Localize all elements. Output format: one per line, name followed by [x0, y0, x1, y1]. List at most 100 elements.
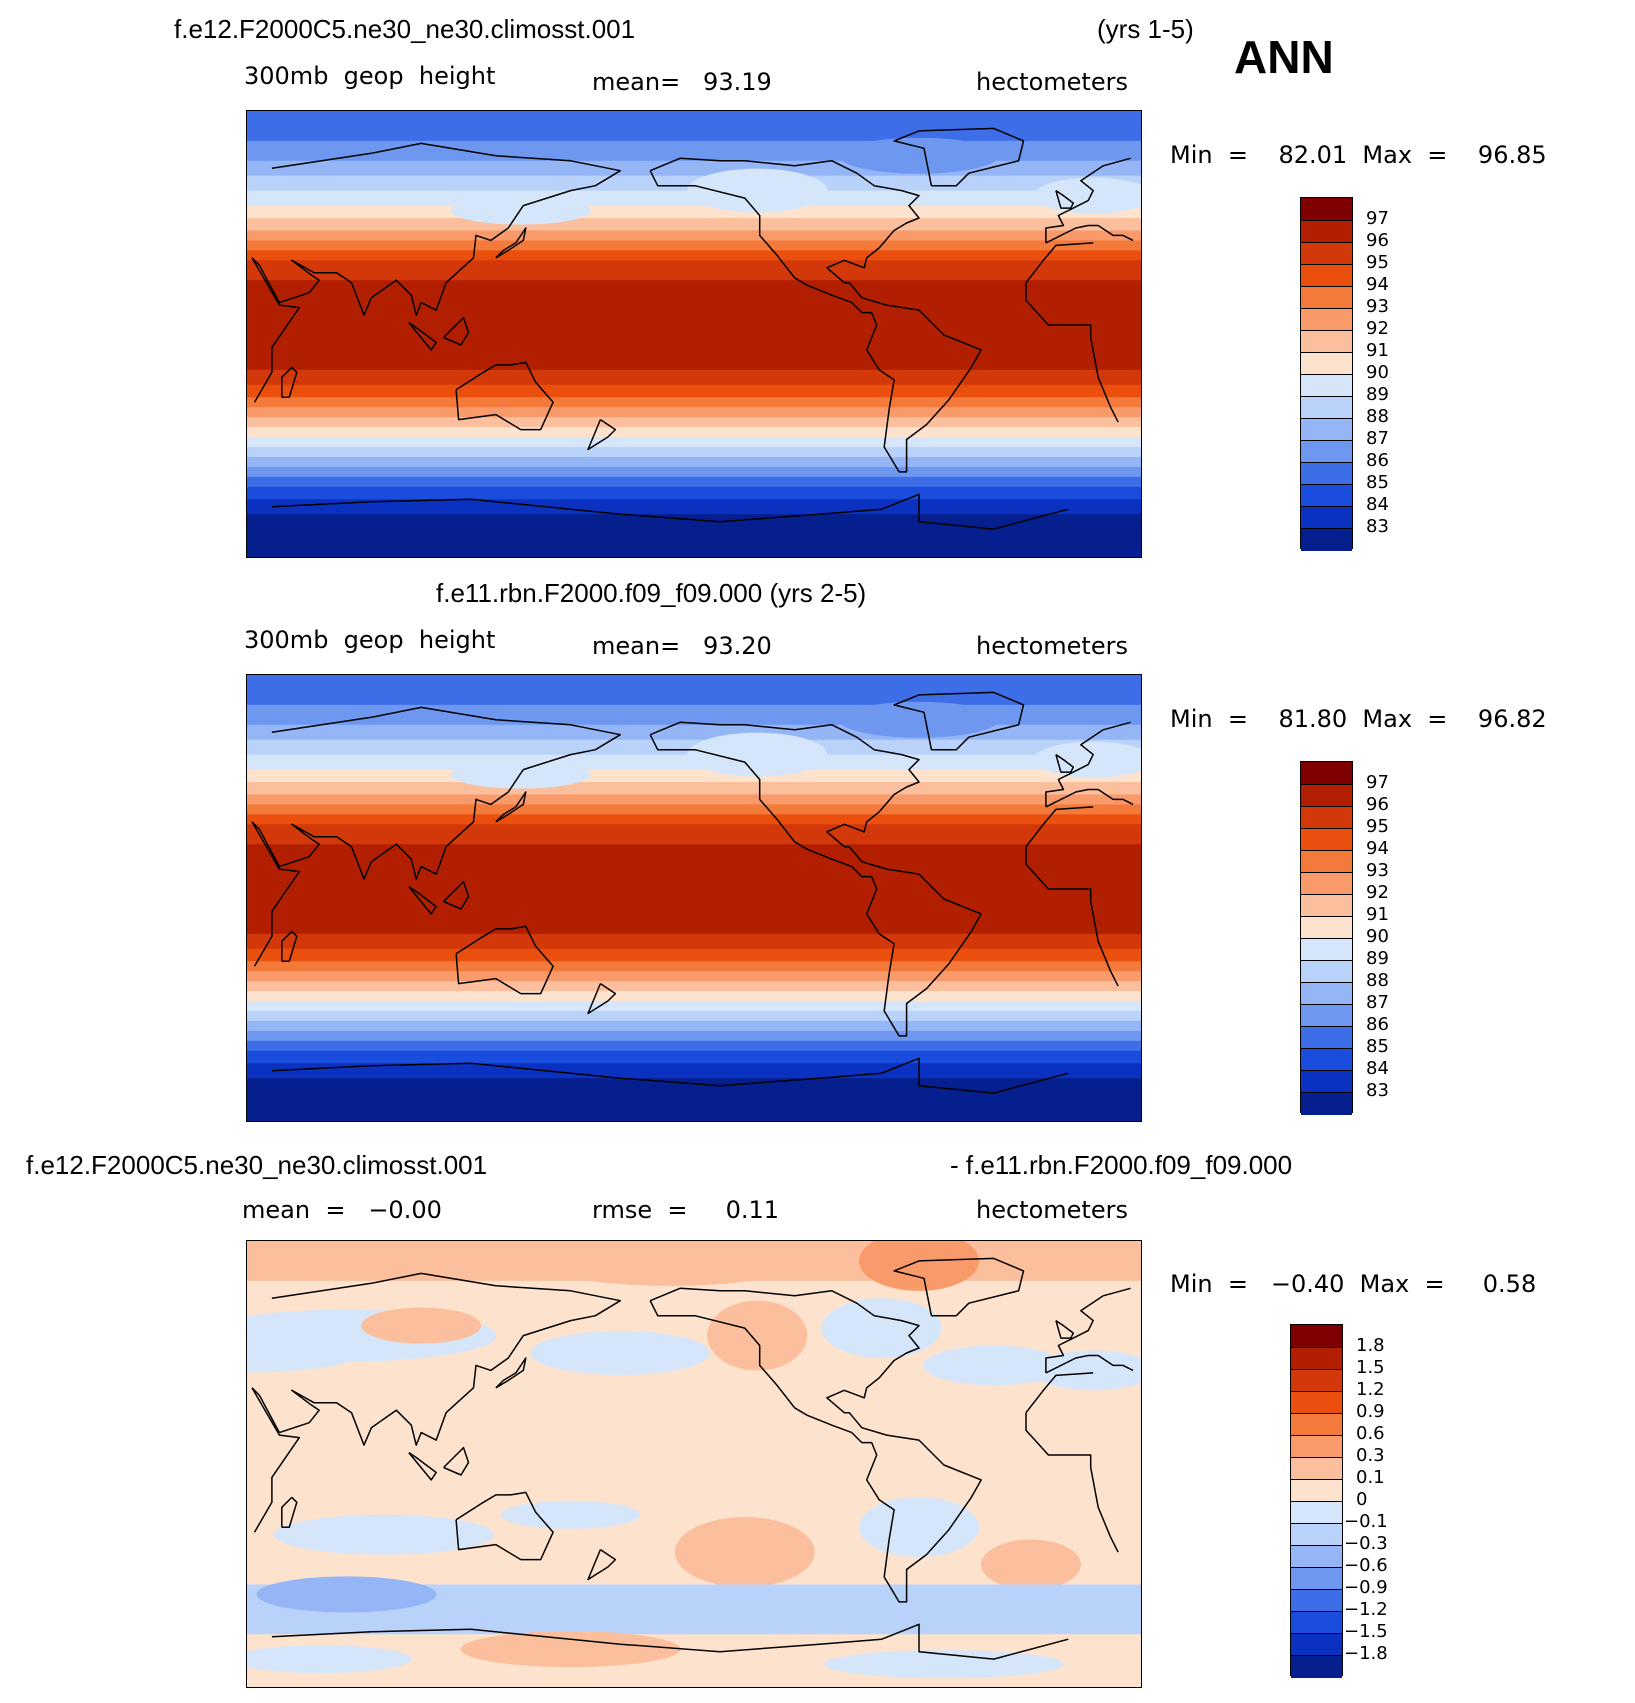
colorbar-label: 95 [1366, 252, 1389, 273]
coastline [408, 885, 437, 915]
contour-region [674, 1517, 815, 1588]
colorbar-label: −0.6 [1344, 1555, 1388, 1576]
panel1-contour-field [247, 111, 1141, 557]
coastline [455, 925, 554, 995]
contour-region [256, 1576, 437, 1613]
panel3-minmax: Min = −0.40 Max = 0.58 [1170, 1270, 1537, 1298]
colorbar-label: 90 [1366, 926, 1389, 947]
colorbar-label: 93 [1366, 860, 1389, 881]
panel1-title-left: f.e12.F2000C5.ne30_ne30.climosst.001 [174, 14, 636, 44]
colorbar-label: −1.8 [1344, 1643, 1388, 1664]
season-label: ANN [1234, 31, 1334, 83]
colorbar-label: 87 [1366, 992, 1389, 1013]
contour-band [247, 1078, 1141, 1121]
colorbar-label: −1.5 [1344, 1621, 1388, 1642]
contour-band [247, 948, 1141, 962]
colorbar-label: −0.1 [1344, 1511, 1388, 1532]
colorbar-label: 88 [1366, 406, 1389, 427]
colorbar-label: 86 [1366, 450, 1389, 471]
coastline [649, 157, 982, 473]
colorbar-swatch [1301, 264, 1352, 287]
colorbar-swatch [1291, 1545, 1342, 1568]
colorbar-label: −0.3 [1344, 1533, 1388, 1554]
contour-band [247, 427, 1141, 438]
colorbar-swatch [1301, 242, 1352, 265]
colorbar-label: 89 [1366, 384, 1389, 405]
coastline [443, 316, 470, 346]
contour-band [247, 407, 1141, 418]
contour-region [687, 732, 828, 777]
colorbar-label: 0.9 [1356, 1401, 1385, 1422]
colorbar-label: 94 [1366, 274, 1389, 295]
colorbar-swatch [1291, 1457, 1342, 1480]
colorbar-label: 93 [1366, 296, 1389, 317]
contour-region [821, 1298, 942, 1359]
contour-band [247, 417, 1141, 428]
coastline [408, 321, 437, 351]
contour-band [247, 675, 1141, 706]
panel3-map-svg [247, 1241, 1141, 1687]
contour-band [247, 794, 1141, 805]
colorbar-swatch [1301, 850, 1352, 873]
coastline [495, 1357, 527, 1389]
colorbar-swatch [1301, 484, 1352, 507]
colorbar-swatch [1301, 352, 1352, 375]
panel3-mean: mean = −0.00 [242, 1196, 442, 1224]
colorbar-swatch [1301, 1070, 1352, 1093]
contour-band [247, 205, 1141, 219]
panel1-minmax: Min = 82.01 Max = 96.85 [1170, 141, 1547, 169]
coastline [587, 418, 617, 451]
colorbar-label: 97 [1366, 208, 1389, 229]
panel2-contour-field [247, 675, 1141, 1121]
panel1-variable-label: 300mb geop height [244, 62, 496, 90]
colorbar-label: −1.2 [1344, 1599, 1388, 1620]
colorbar-label: 0.6 [1356, 1423, 1385, 1444]
colorbar-label: 85 [1366, 472, 1389, 493]
contour-band [247, 230, 1141, 241]
coastline [251, 806, 1119, 987]
colorbar-label: 94 [1366, 838, 1389, 859]
colorbar-swatch [1291, 1589, 1342, 1612]
contour-band [247, 499, 1141, 515]
colorbar-swatch [1301, 872, 1352, 895]
contour-region [550, 1245, 791, 1286]
panel1-colorbar [1300, 197, 1353, 551]
colorbar-swatch [1301, 960, 1352, 983]
contour-band [247, 1001, 1141, 1012]
coastline [587, 982, 617, 1015]
colorbar-label: 1.2 [1356, 1379, 1385, 1400]
coastline [893, 1257, 1025, 1317]
colorbar-swatch [1301, 528, 1352, 551]
panel2-minmax: Min = 81.80 Max = 96.82 [1170, 705, 1547, 733]
contour-band [247, 933, 1141, 950]
colorbar-swatch [1301, 308, 1352, 331]
colorbar-swatch [1301, 198, 1352, 220]
colorbar-label: 96 [1366, 794, 1389, 815]
contour-band [247, 250, 1141, 261]
colorbar-label: 92 [1366, 318, 1389, 339]
coastline [281, 1496, 298, 1528]
contour-region [739, 1595, 900, 1624]
panel3-title-left: f.e12.F2000C5.ne30_ne30.climosst.001 [26, 1150, 488, 1180]
coastline [587, 1548, 617, 1581]
contour-band [247, 280, 1141, 371]
colorbar-swatch [1301, 330, 1352, 353]
coastline [495, 227, 527, 259]
coastline [455, 1491, 554, 1561]
contour-region [530, 1331, 711, 1375]
contour-region [981, 1539, 1081, 1590]
panel2-colorbar [1300, 761, 1353, 1115]
coastline [649, 1287, 982, 1603]
coastline [649, 721, 982, 1037]
contour-band [247, 1020, 1141, 1032]
colorbar-label: 85 [1366, 1036, 1389, 1057]
colorbar-label: 83 [1366, 1080, 1389, 1101]
colorbar-label: 0.3 [1356, 1445, 1385, 1466]
colorbar-label: −0.9 [1344, 1577, 1388, 1598]
panel2-coastlines [251, 691, 1134, 1094]
colorbar-swatch [1291, 1479, 1342, 1502]
coastline [251, 242, 1119, 423]
contour-band [247, 769, 1141, 783]
colorbar-label: 89 [1366, 948, 1389, 969]
panel3-rmse: rmse = 0.11 [592, 1196, 780, 1224]
